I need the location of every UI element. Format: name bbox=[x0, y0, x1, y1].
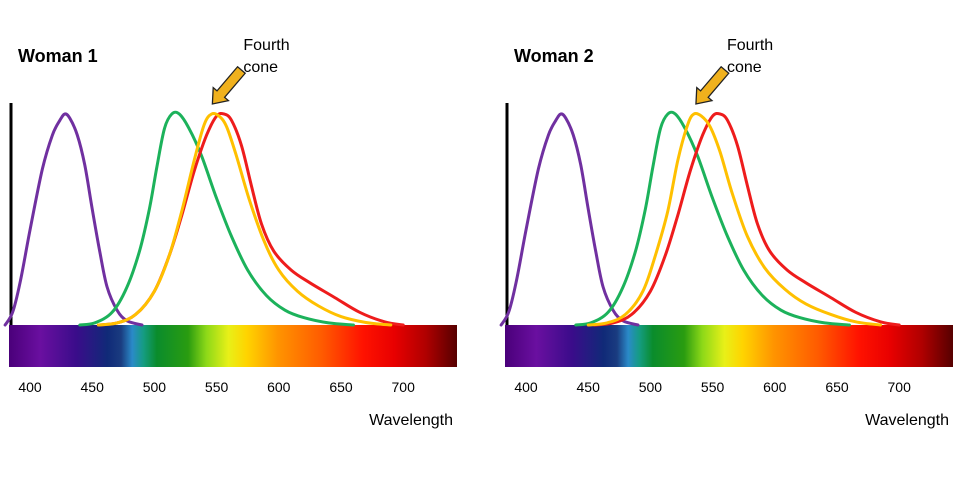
arrow-shape bbox=[695, 65, 730, 105]
x-tick-label: 400 bbox=[18, 379, 42, 395]
chart-title: Woman 2 bbox=[514, 46, 594, 66]
x-tick-label: 450 bbox=[81, 379, 105, 395]
chart-panel-woman-2: Woman 2 400 450 500 550 600 650 700 Wavelength F… bbox=[496, 0, 963, 482]
curve-m-cone bbox=[574, 110, 851, 327]
chart-plot-woman-1: 400 450 500 550 600 650 700 Wavelength Fourth con… bbox=[3, 37, 457, 429]
curve-s-cone bbox=[3, 112, 144, 327]
annotation-arrow bbox=[695, 65, 730, 105]
annotation-text: Fourth bbox=[243, 37, 289, 54]
chart-panel-woman-1: Woman 1 400 450 500 550 600 650 700 Wavelength F… bbox=[0, 0, 481, 482]
x-tick-label: 500 bbox=[143, 379, 167, 395]
spectrum-bar bbox=[505, 325, 953, 367]
curve-s-cone bbox=[499, 112, 640, 327]
x-tick-label: 600 bbox=[763, 379, 787, 395]
annotation-arrow bbox=[211, 65, 247, 105]
curve-fourth-cone-cone bbox=[96, 111, 393, 327]
x-tick-label: 500 bbox=[639, 379, 663, 395]
annotation-text: cone bbox=[727, 59, 762, 76]
x-tick-label: 550 bbox=[205, 379, 229, 395]
x-tick-label: 600 bbox=[267, 379, 291, 395]
x-axis-label: Wavelength bbox=[865, 412, 949, 429]
chart-plot-woman-2: 400 450 500 550 600 650 700 Wavelength Fourth con… bbox=[499, 37, 953, 429]
x-tick-label: 400 bbox=[514, 379, 538, 395]
x-tick-label: 650 bbox=[825, 379, 849, 395]
chart-title: Woman 1 bbox=[18, 46, 98, 66]
curve-l-cone bbox=[592, 111, 901, 327]
x-tick-label: 450 bbox=[577, 379, 601, 395]
curve-l-cone bbox=[96, 111, 405, 327]
arrow-shape bbox=[211, 65, 247, 105]
x-tick-label: 700 bbox=[392, 379, 416, 395]
spectrum-bar bbox=[9, 325, 457, 367]
x-tick-label: 650 bbox=[329, 379, 353, 395]
x-axis-label: Wavelength bbox=[369, 412, 453, 429]
curve-fourth-cone-cone bbox=[586, 111, 882, 327]
x-tick-label: 550 bbox=[701, 379, 725, 395]
x-tick-label: 700 bbox=[888, 379, 912, 395]
annotation-text: cone bbox=[243, 59, 278, 76]
curve-m-cone bbox=[78, 110, 355, 327]
annotation-text: Fourth bbox=[727, 37, 773, 54]
